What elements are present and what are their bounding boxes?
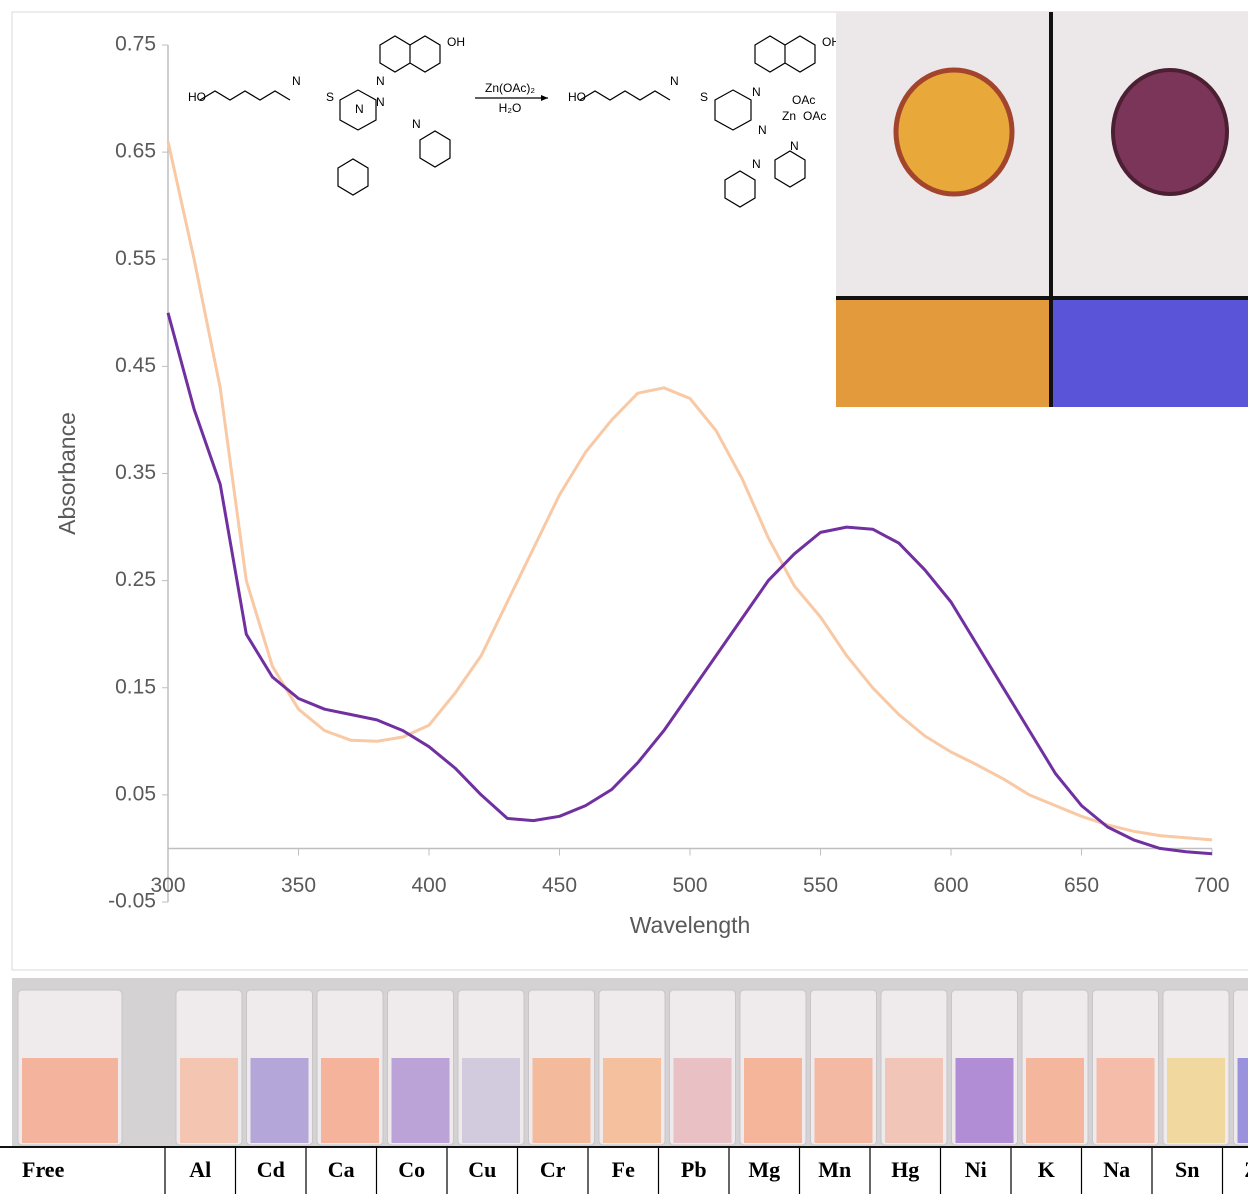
atom-label: HO bbox=[188, 90, 206, 104]
cuvette-solution bbox=[180, 1058, 238, 1143]
atom-label: N bbox=[412, 117, 421, 131]
y-tick-label: 0.65 bbox=[115, 140, 156, 163]
cuvette-label: Mn bbox=[818, 1157, 851, 1182]
reagent: Zn(OAc)₂ bbox=[485, 81, 535, 95]
x-tick-label: 700 bbox=[1194, 874, 1229, 897]
cuvette-solution bbox=[22, 1058, 118, 1143]
atom-label: N bbox=[355, 102, 364, 116]
solution-zn bbox=[1053, 300, 1248, 407]
x-tick-label: 350 bbox=[281, 874, 316, 897]
cuvette-solution bbox=[532, 1058, 591, 1143]
y-tick-label: 0.55 bbox=[115, 247, 156, 270]
cuvette-label: Al bbox=[189, 1157, 211, 1182]
atom-label: N bbox=[376, 95, 385, 109]
atom-label: N bbox=[758, 123, 767, 137]
x-tick-label: 400 bbox=[411, 874, 446, 897]
cuvette-label: Pb bbox=[681, 1157, 707, 1182]
atom-label: S bbox=[700, 90, 708, 104]
atom-label: N bbox=[670, 74, 679, 88]
y-tick-label: 0.25 bbox=[115, 568, 156, 591]
cuvette-label: Cr bbox=[540, 1157, 566, 1182]
cuvette-solution bbox=[885, 1058, 943, 1143]
x-tick-label: 500 bbox=[672, 874, 707, 897]
x-tick-label: 650 bbox=[1064, 874, 1099, 897]
spot-zn bbox=[1111, 68, 1229, 196]
cuvette-solution bbox=[1026, 1058, 1084, 1143]
atom-label: HO bbox=[568, 90, 586, 104]
atom-label: Zn bbox=[782, 109, 796, 123]
atom-label: N bbox=[376, 74, 385, 88]
cuvette-solution bbox=[1167, 1058, 1225, 1143]
y-tick-label: 0.35 bbox=[115, 461, 156, 484]
cuvette-label: Mg bbox=[748, 1157, 780, 1182]
inset-photo bbox=[836, 12, 1248, 407]
solution-free bbox=[836, 300, 1050, 407]
cuvette-label: Hg bbox=[891, 1157, 919, 1182]
x-tick-label: 600 bbox=[933, 874, 968, 897]
x-tick-label: 300 bbox=[150, 874, 185, 897]
y-tick-label: 0.45 bbox=[115, 354, 156, 377]
atom-label: OH bbox=[447, 35, 465, 49]
divider bbox=[836, 296, 1248, 300]
atom-label: OAc bbox=[792, 93, 815, 107]
atom-label: OAc bbox=[803, 109, 826, 123]
cuvette-label: Na bbox=[1103, 1157, 1130, 1182]
atom-label: N bbox=[790, 139, 799, 153]
y-tick-label: 0.05 bbox=[115, 782, 156, 805]
cuvette-label: Ni bbox=[965, 1157, 987, 1182]
cuvette-solution bbox=[250, 1058, 309, 1143]
spectrum-line bbox=[166, 141, 1213, 842]
y-tick-label: 0.15 bbox=[115, 675, 156, 698]
cuvette-label: Ca bbox=[328, 1157, 355, 1182]
atom-label: N bbox=[752, 157, 761, 171]
cuvette-solution bbox=[391, 1058, 450, 1143]
atom-label: N bbox=[752, 85, 761, 99]
cuvette-solution bbox=[603, 1058, 661, 1143]
cuvette-solution bbox=[673, 1058, 732, 1143]
cuvette-label: Cu bbox=[468, 1157, 496, 1182]
cuvette-label: Co bbox=[398, 1157, 425, 1182]
label-rule bbox=[0, 1146, 1248, 1148]
cuvette-solution bbox=[1237, 1058, 1248, 1143]
x-tick-label: 550 bbox=[803, 874, 838, 897]
y-tick-label: 0.75 bbox=[115, 33, 156, 56]
atom-label: OH bbox=[822, 35, 840, 49]
cuvette-solution bbox=[955, 1058, 1014, 1143]
spot-free bbox=[893, 67, 1015, 197]
spectrum-line bbox=[166, 312, 1213, 856]
structure-lines bbox=[199, 35, 816, 208]
solvent: H₂O bbox=[499, 101, 522, 115]
cuvette-label: Sn bbox=[1175, 1157, 1199, 1182]
cuvette-label: Zn bbox=[1244, 1157, 1248, 1182]
cuvette-solution bbox=[462, 1058, 520, 1143]
cuvette-solution bbox=[1096, 1058, 1155, 1143]
atom-label: S bbox=[326, 90, 334, 104]
x-axis-title: Wavelength bbox=[630, 912, 751, 938]
cuvette-label: K bbox=[1038, 1157, 1055, 1182]
cuvette-label: Free bbox=[22, 1157, 65, 1182]
arrow-head bbox=[541, 95, 548, 101]
cuvette-solution bbox=[744, 1058, 802, 1143]
y-tick-label: -0.05 bbox=[108, 890, 156, 913]
cuvette-label: Fe bbox=[612, 1157, 635, 1182]
cuvette-label: Cd bbox=[257, 1157, 285, 1182]
atom-label: N bbox=[292, 74, 301, 88]
cuvette-solution bbox=[814, 1058, 873, 1143]
divider bbox=[1049, 12, 1053, 407]
y-axis-title: Absorbance bbox=[54, 412, 80, 535]
cuvette-solution bbox=[321, 1058, 379, 1143]
x-tick-label: 450 bbox=[542, 874, 577, 897]
